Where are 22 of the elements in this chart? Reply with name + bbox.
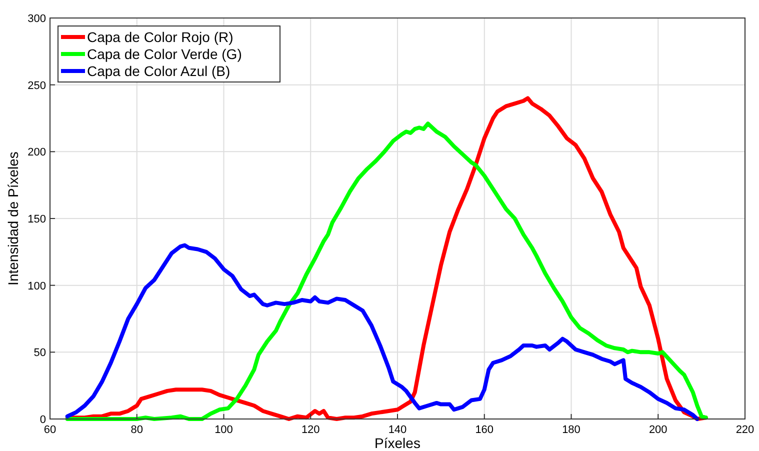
x-tick-label: 120 — [301, 424, 320, 436]
y-tick-label: 150 — [28, 214, 46, 226]
x-tick-label: 200 — [648, 424, 668, 436]
x-tick-label: 140 — [388, 424, 407, 436]
y-tick-label: 100 — [28, 280, 46, 292]
y-tick-label: 300 — [28, 13, 46, 25]
x-tick-label: 160 — [475, 424, 494, 436]
y-tick-label: 50 — [34, 347, 46, 360]
x-tick-label: 220 — [736, 424, 754, 436]
x-tick-label: 80 — [130, 424, 143, 436]
x-tick-label: 180 — [562, 424, 580, 436]
legend-label: Capa de Color Azul (B) — [87, 63, 230, 79]
legend-label: Capa de Color Verde (G) — [87, 46, 242, 62]
legend-label: Capa de Color Rojo (R) — [87, 29, 234, 45]
y-tick-label: 200 — [28, 146, 46, 159]
x-tick-label: 60 — [44, 424, 56, 436]
y-tick-label: 0 — [40, 414, 46, 426]
y-axis-title: Intensidad de Píxeles — [5, 152, 21, 286]
y-tick-label: 250 — [28, 80, 46, 92]
line-series — [65, 243, 700, 421]
x-axis-title: Píxeles — [374, 435, 420, 451]
x-tick-label: 100 — [214, 424, 233, 436]
